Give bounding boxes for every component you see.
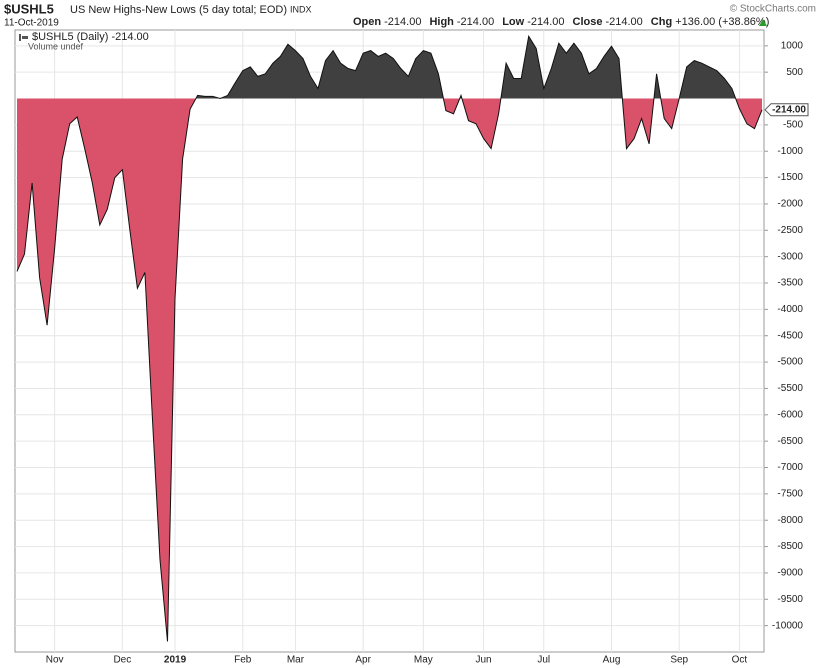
x-tick-label: Aug xyxy=(603,655,621,666)
y-tick-label: -500 xyxy=(783,120,803,131)
y-tick-label: -4500 xyxy=(777,330,803,341)
negative-area xyxy=(17,98,762,642)
quote-label: Close xyxy=(573,16,603,28)
legend-icon xyxy=(22,36,28,39)
y-tick-label: -2000 xyxy=(777,199,803,210)
last-value-tag xyxy=(764,103,809,117)
x-tick-label: Dec xyxy=(113,655,131,666)
symbol: $USHL5 xyxy=(4,1,54,16)
y-tick-label: -6500 xyxy=(777,436,803,447)
y-tick-label: -5000 xyxy=(777,357,803,368)
last-value-label: -214.00 xyxy=(772,104,806,115)
quote-value: +136.00 (+38.86%) xyxy=(675,16,769,28)
y-tick-label: -7500 xyxy=(777,489,803,500)
x-tick-label: Apr xyxy=(355,655,371,666)
x-tick-label: Sep xyxy=(670,655,688,666)
y-tick-label: -4000 xyxy=(777,304,803,315)
quote-label: High xyxy=(429,16,454,28)
y-tick-label: -3500 xyxy=(777,278,803,289)
y-tick-label: -7000 xyxy=(777,462,803,473)
x-tick-label: Mar xyxy=(287,655,305,666)
quote-label: Low xyxy=(502,16,524,28)
quote-value: -214.00 xyxy=(384,16,421,28)
quote-value: -214.00 xyxy=(605,16,642,28)
y-tick-label: -10000 xyxy=(772,620,804,631)
up-arrow xyxy=(759,19,767,26)
plot-frame xyxy=(14,29,765,653)
legend-entry: $USHL5 (Daily) -214.00 xyxy=(32,31,149,43)
y-tick-label: -8500 xyxy=(777,541,803,552)
y-tick-label: -3000 xyxy=(777,251,803,262)
exchange: INDX xyxy=(290,4,312,14)
quote-label: Chg xyxy=(651,16,672,28)
quote: Open -214.00 High -214.00 Low -214.00 Close -21… xyxy=(353,16,769,28)
y-tick-label: -2500 xyxy=(777,225,803,236)
description: US New Highs-New Lows (5 day total; EOD) xyxy=(70,4,287,16)
x-tick-label: Oct xyxy=(732,655,748,666)
x-tick-label: Nov xyxy=(46,655,64,666)
y-tick-label: -5500 xyxy=(777,383,803,394)
y-tick-label: -8000 xyxy=(777,515,803,526)
x-tick-label: Feb xyxy=(234,655,252,666)
credit: © StockCharts.com xyxy=(730,4,816,15)
y-tick-label: 500 xyxy=(786,67,803,78)
legend-icon xyxy=(19,34,21,41)
positive-area xyxy=(17,36,762,99)
quote-value: -214.00 xyxy=(527,16,564,28)
legend-entry: Volume undef xyxy=(28,41,84,51)
date: 11-Oct-2019 xyxy=(4,18,59,29)
y-tick-label: 1000 xyxy=(781,40,804,51)
y-tick-label: -9500 xyxy=(777,594,803,605)
x-tick-label: May xyxy=(414,655,433,666)
y-tick-label: -1500 xyxy=(777,172,803,183)
y-tick-label: -6000 xyxy=(777,409,803,420)
quote-value: -214.00 xyxy=(457,16,494,28)
line xyxy=(16,34,763,642)
y-tick-label: -1000 xyxy=(777,146,803,157)
x-tick-label: 2019 xyxy=(164,655,187,666)
quote-label: Open xyxy=(353,16,381,28)
y-tick-label: -9000 xyxy=(777,568,803,579)
x-tick-label: Jun xyxy=(476,655,492,666)
x-tick-label: Jul xyxy=(537,655,550,666)
